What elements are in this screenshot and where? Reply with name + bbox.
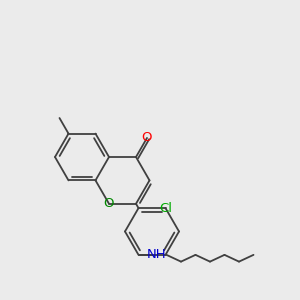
Text: Cl: Cl (159, 202, 172, 214)
Text: O: O (104, 197, 114, 210)
Text: NH: NH (147, 248, 166, 261)
Text: O: O (142, 131, 152, 144)
